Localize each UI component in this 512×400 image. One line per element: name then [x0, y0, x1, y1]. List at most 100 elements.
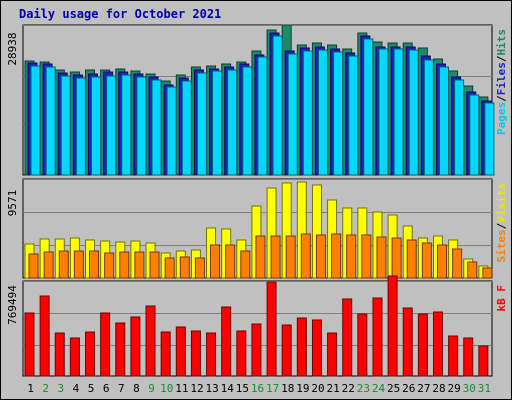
bar-sites: [482, 267, 493, 279]
bar-sites: [285, 235, 296, 279]
legend-separator: /: [495, 95, 508, 102]
chart-panel-3: 769494 kB F: [6, 275, 508, 377]
bar-sites: [361, 234, 372, 279]
bar-kb-f: [417, 313, 428, 377]
bar-kb-f: [39, 295, 50, 377]
bar-kb-f: [69, 337, 80, 377]
x-tick-label: 1: [27, 382, 34, 395]
bar-kb-f: [372, 297, 383, 377]
bar-sites: [240, 250, 251, 279]
bar-kb-f: [463, 337, 474, 377]
bar-pages: [257, 56, 268, 176]
bar-pages: [272, 35, 283, 176]
bar-sites: [391, 237, 402, 279]
legend-visits: Visits: [495, 183, 508, 223]
legend-sites: Sites: [495, 229, 508, 262]
bar-kb-f: [327, 332, 338, 377]
bar-kb-f: [160, 331, 171, 377]
x-tick-label: 22: [342, 382, 355, 395]
bar-kb-f: [206, 332, 217, 377]
bar-kb-f: [342, 298, 353, 377]
bar-pages: [348, 55, 359, 176]
bar-kb-f: [251, 323, 262, 377]
bar-sites: [346, 234, 357, 279]
axis-legend-label: Pages/Files/Hits: [495, 29, 508, 135]
x-tick-label: 31: [478, 382, 491, 395]
x-tick-label: 26: [402, 382, 415, 395]
bar-sites: [225, 244, 236, 279]
legend-kb-f: kB F: [495, 285, 508, 312]
bar-sites: [164, 257, 175, 279]
bar-pages: [91, 76, 102, 176]
bar-pages: [454, 79, 465, 176]
bar-kb-f: [236, 330, 247, 377]
bar-pages: [242, 66, 253, 176]
x-tick-label: 13: [205, 382, 218, 395]
bar-pages: [106, 75, 117, 176]
bar-pages: [333, 51, 344, 176]
bar-sites: [73, 250, 84, 279]
bar-sites: [376, 236, 387, 279]
bar-pages: [317, 49, 328, 176]
bar-pages: [181, 80, 192, 176]
bar-kb-f: [100, 312, 111, 377]
bar-kb-f: [24, 312, 35, 377]
bar-kb-f: [175, 326, 186, 377]
bar-kb-f: [281, 324, 292, 377]
bar-kb-f: [357, 313, 368, 377]
bar-pages: [151, 79, 162, 176]
bar-pages: [227, 69, 238, 176]
bar-sites: [194, 257, 205, 279]
axis-legend-label: Sites/Visits: [495, 183, 508, 263]
bar-sites: [210, 244, 221, 279]
bar-kb-f: [402, 307, 413, 377]
bar-pages: [75, 77, 86, 176]
x-tick-label: 16: [251, 382, 264, 395]
bar-kb-f: [296, 317, 307, 377]
bar-pages: [484, 102, 495, 176]
x-tick-label: 7: [118, 382, 125, 395]
x-tick-label: 21: [327, 382, 340, 395]
bar-pages: [363, 38, 374, 176]
axis-legend-label: kB F: [495, 285, 508, 312]
bar-sites: [315, 234, 326, 279]
bar-kb-f: [190, 330, 201, 377]
x-tick-label: 3: [58, 382, 65, 395]
bar-pages: [45, 66, 56, 176]
bar-sites: [421, 242, 432, 279]
bar-pages: [423, 59, 434, 176]
bar-sites: [179, 256, 190, 279]
x-tick-label: 8: [133, 382, 140, 395]
x-tick-label: 14: [221, 382, 235, 395]
x-tick-label: 9: [148, 382, 155, 395]
legend-files: Files: [495, 62, 508, 95]
bar-sites: [406, 239, 417, 279]
x-tick-label: 6: [103, 382, 110, 395]
bar-kb-f: [115, 322, 126, 377]
bar-kb-f: [145, 305, 156, 377]
bar-sites: [436, 244, 447, 279]
x-tick-label: 18: [281, 382, 294, 395]
x-tick-label: 27: [417, 382, 430, 395]
bar-pages: [438, 66, 449, 176]
y-max-label: 9571: [6, 190, 19, 217]
bar-pages: [121, 74, 132, 176]
legend-separator: /: [495, 55, 508, 62]
bar-kb-f: [311, 319, 322, 377]
x-tick-label: 10: [160, 382, 173, 395]
bar-pages: [30, 65, 41, 176]
x-axis-labels: 1 2 3 4 5 6 7 8 9 10 11 12 13 14 15 16 17 18 19 20 21 22 23 24 2…: [27, 382, 491, 395]
bar-sites: [270, 235, 281, 279]
x-tick-label: 4: [73, 382, 80, 395]
bar-sites: [104, 252, 115, 279]
bar-pages: [302, 50, 313, 176]
bar-sites: [149, 251, 160, 279]
bar-kb-f: [130, 316, 141, 377]
x-tick-label: 29: [448, 382, 461, 395]
x-tick-label: 2: [42, 382, 49, 395]
bar-pages: [60, 75, 71, 176]
x-tick-label: 23: [357, 382, 370, 395]
bar-sites: [43, 251, 54, 279]
